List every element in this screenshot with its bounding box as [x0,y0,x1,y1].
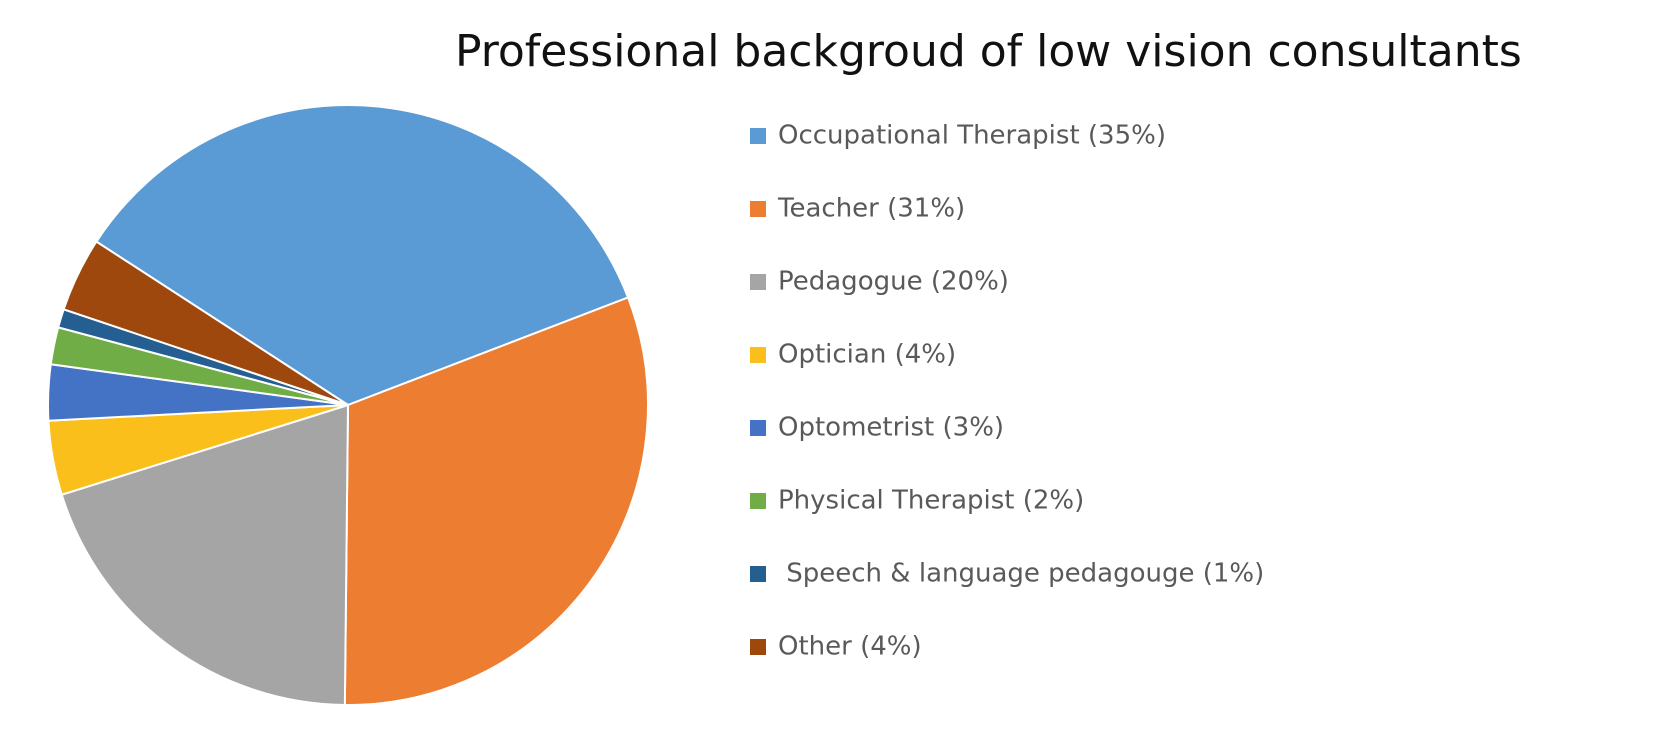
legend-label: Optician (4%) [778,340,956,370]
legend-swatch [750,493,766,509]
legend-swatch [750,639,766,655]
pie-slice [343,296,649,706]
legend-label: Occupational Therapist (35%) [778,121,1166,151]
legend-label: Pedagogue (20%) [778,267,1009,297]
legend-swatch [750,420,766,436]
chart-title: Professional backgroud of low vision con… [455,26,1522,77]
legend-swatch [750,274,766,290]
legend-label: Physical Therapist (2%) [778,486,1084,516]
legend-swatch [750,201,766,217]
pie-slice [62,240,349,406]
pie-slice [95,104,630,407]
legend-swatch [750,566,766,582]
pie-slice [60,403,350,706]
legend-label: Teacher (31%) [777,194,965,224]
legend-swatch [750,128,766,144]
legend-label: Optometrist (3%) [778,413,1004,443]
legend-label: Other (4%) [778,632,922,662]
legend-label: Speech & language pedagouge (1%) [778,559,1264,589]
legend-swatch [750,347,766,363]
